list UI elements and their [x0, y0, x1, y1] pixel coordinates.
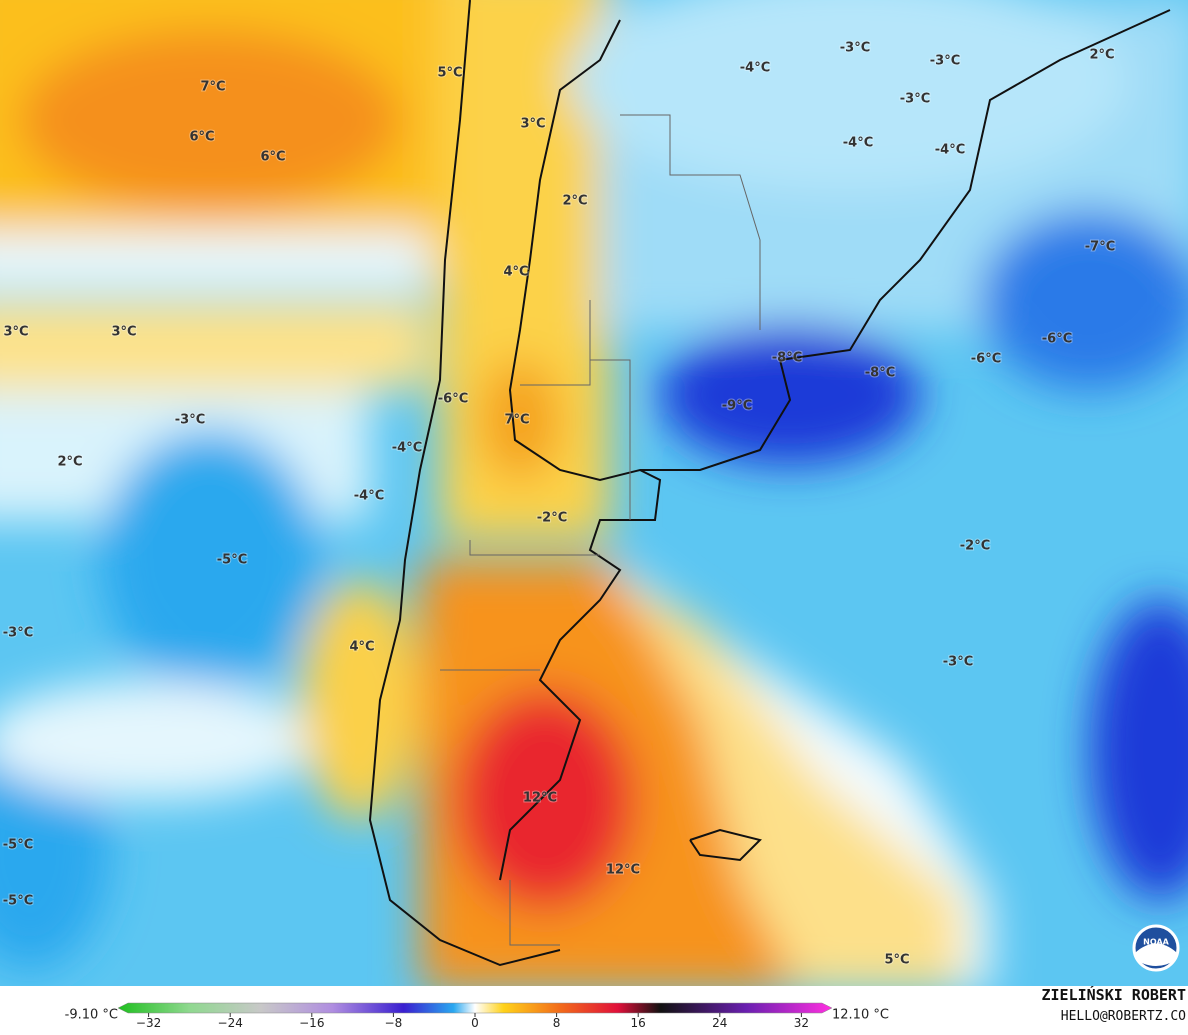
temperature-label: -5°C: [217, 553, 247, 568]
map-labels: 5°C 7°C 6°C 6°C 3°C -4°C -3°C -3°C 2°C -3°C -4°C -4…: [2, 40, 1116, 969]
temperature-label: 6°C: [260, 150, 285, 165]
temperature-label: 3°C: [520, 117, 545, 132]
colorbar-tick-label: −16: [299, 1016, 324, 1030]
colorbar-tick-label: 24: [712, 1016, 727, 1030]
temperature-label: -4°C: [740, 61, 770, 76]
temperature-label: -4°C: [935, 143, 965, 158]
temperature-label: 7°C: [504, 413, 529, 428]
colorbar-tick-label: 8: [553, 1016, 561, 1030]
colorbar-tick-label: 32: [794, 1016, 809, 1030]
temperature-label: 4°C: [349, 640, 374, 655]
colorbar-tick-label: 16: [631, 1016, 646, 1030]
temperature-label: 12°C: [523, 791, 557, 806]
borders: [440, 114, 761, 946]
temperature-label: 7°C: [200, 80, 225, 95]
temperature-label: 5°C: [884, 953, 909, 968]
temperature-label: 2°C: [1089, 48, 1114, 63]
temperature-label: -3°C: [930, 54, 960, 69]
temperature-label: -3°C: [943, 655, 973, 670]
temperature-label: -8°C: [865, 366, 895, 381]
colorbar-tick-label: −8: [385, 1016, 403, 1030]
colorbar-tick-label: −24: [218, 1016, 243, 1030]
temperature-label: -4°C: [354, 489, 384, 504]
temperature-label: 4°C: [503, 265, 528, 280]
logo-text: NOAA: [1143, 938, 1169, 947]
colorbar: -9.10 °C 12.10 °C −32 −24 −16 −8 0 8 16 24 32: [65, 1002, 889, 1030]
temperature-label: -6°C: [971, 352, 1001, 367]
temperature-label: -8°C: [772, 351, 802, 366]
colorbar-max: 12.10 °C: [832, 1008, 889, 1023]
temperature-label: -3°C: [175, 413, 205, 428]
temperature-label: -5°C: [3, 894, 33, 909]
colorbar-tick-label: −32: [136, 1016, 161, 1030]
temperature-label: 6°C: [189, 130, 214, 145]
colorbar-min: -9.10 °C: [65, 1008, 118, 1023]
temperature-label: -6°C: [1042, 332, 1072, 347]
temperature-label: -3°C: [3, 626, 33, 641]
temperature-label: 5°C: [437, 66, 462, 81]
credit-name: ZIELIŃSKI ROBERT: [1042, 985, 1187, 1004]
temperature-label: -2°C: [960, 539, 990, 554]
temperature-label: -2°C: [537, 511, 567, 526]
temperature-label: -3°C: [900, 92, 930, 107]
temperature-label: 3°C: [111, 325, 136, 340]
temperature-label: -7°C: [1085, 240, 1115, 255]
temperature-label: -6°C: [438, 392, 468, 407]
temperature-label: -9°C: [722, 399, 752, 414]
temperature-label: 3°C: [3, 325, 28, 340]
credit-email: HELLO@ROBERTZ.CO: [1061, 1009, 1186, 1024]
temperature-label: -5°C: [3, 838, 33, 853]
temperature-label: -3°C: [840, 41, 870, 56]
temperature-label: 2°C: [57, 455, 82, 470]
temperature-label: -4°C: [392, 441, 422, 456]
colorbar-scale: [117, 1002, 833, 1014]
temperature-label: 2°C: [562, 194, 587, 209]
temperature-field: [0, 0, 1188, 986]
temperature-label: -4°C: [843, 136, 873, 151]
temperature-label: 12°C: [606, 863, 640, 878]
colorbar-tick-label: 0: [471, 1016, 479, 1030]
noaa-logo: NOAA: [1132, 924, 1180, 972]
coastline: [368, 0, 1171, 967]
